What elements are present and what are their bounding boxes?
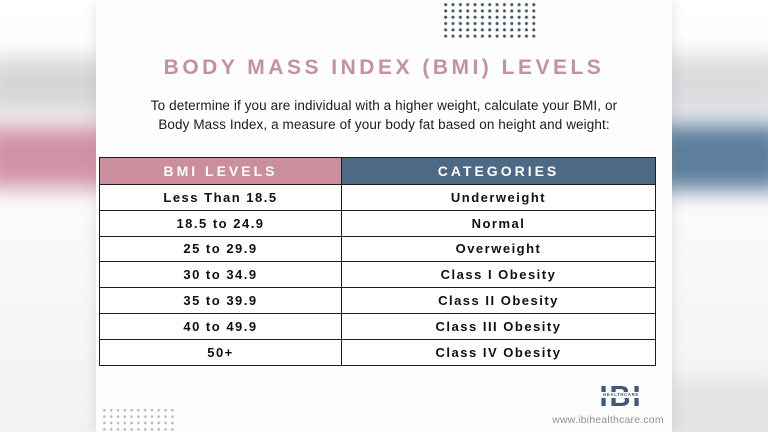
category-cell: Overweight [341,235,656,263]
blur-blob-pink-left [0,126,96,188]
category-cell: Class III Obesity [341,312,656,340]
intro-text: To determine if you are individual with … [96,96,672,134]
column-header-bmi-levels: BMI LEVELS [99,157,342,185]
website-url: www.ibihealthcare.com [552,414,664,426]
table-row: 40 to 49.9 Class III Obesity [99,312,656,340]
blur-letterbox-right [672,0,768,432]
table-row: 35 to 39.9 Class II Obesity [99,287,656,314]
table-row: 30 to 34.9 Class I Obesity [99,261,656,289]
dot-grid-decoration-top [440,0,536,38]
table-row: Less Than 18.5 Underweight [99,184,656,211]
category-cell: Normal [341,209,656,237]
intro-text-line2: Body Mass Index, a measure of your body … [158,117,610,132]
category-cell: Class I Obesity [341,261,656,289]
bmi-range-cell: Less Than 18.5 [99,184,342,211]
column-header-categories: CATEGORIES [341,157,656,185]
logo-subtext: HEALTHCARE [603,392,639,398]
blur-blob-bottom-right [672,380,768,432]
table-header-row: BMI LEVELS CATEGORIES [99,157,656,185]
bmi-table: BMI LEVELS CATEGORIES Less Than 18.5 Und… [99,157,656,366]
table-row: 50+ Class IV Obesity [99,338,656,366]
ibi-healthcare-logo: IBI HEALTHCARE [595,383,647,412]
bmi-range-cell: 30 to 34.9 [99,261,342,289]
category-cell: Class IV Obesity [341,338,656,366]
category-cell: Class II Obesity [341,287,656,314]
table-row: 18.5 to 24.9 Normal [99,209,656,237]
blur-blob-gray-right [672,55,768,113]
logo-band: HEALTHCARE [595,392,647,398]
bmi-range-cell: 50+ [99,338,342,366]
bmi-range-cell: 18.5 to 24.9 [99,209,342,237]
footer-branding: IBI HEALTHCARE www.ibihealthcare.com [533,383,683,427]
dot-grid-decoration-bottom [100,406,176,432]
table-row: 25 to 29.9 Overweight [99,235,656,263]
bmi-range-cell: 25 to 29.9 [99,235,342,263]
page-title: BODY MASS INDEX (BMI) LEVELS [163,56,605,79]
intro-text-line1: To determine if you are individual with … [150,98,618,113]
blur-blob-gray-left [0,58,96,113]
category-cell: Underweight [341,184,656,211]
content-area: BODY MASS INDEX (BMI) LEVELS To determin… [96,0,672,432]
bmi-range-cell: 40 to 49.9 [99,312,342,340]
bmi-range-cell: 35 to 39.9 [99,287,342,314]
blur-letterbox-left [0,0,96,432]
blur-blob-blue-right [672,124,768,190]
